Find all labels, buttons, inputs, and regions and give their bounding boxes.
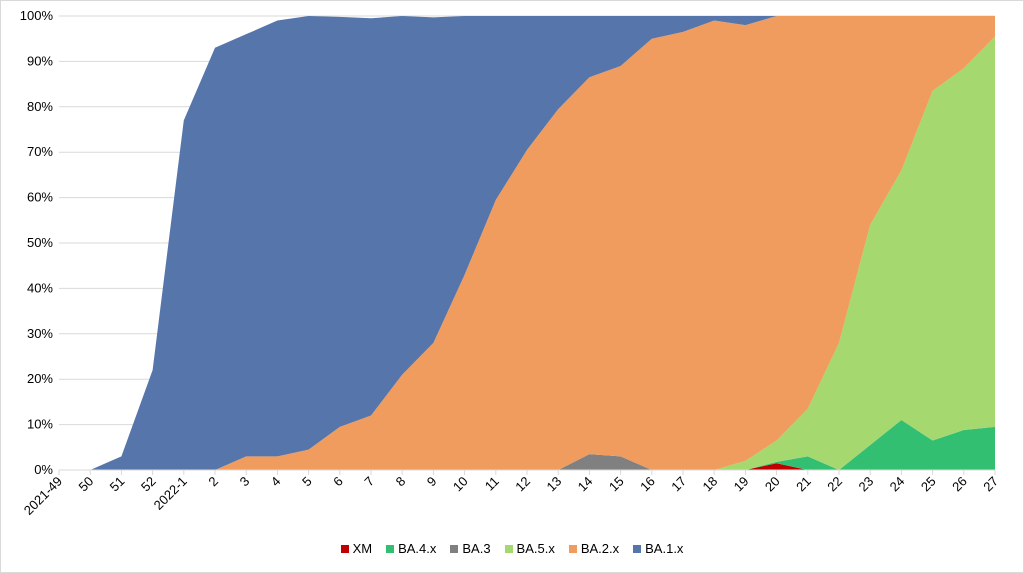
x-tick-label: 25 [918, 474, 939, 495]
x-tick-label: 12 [512, 474, 533, 495]
legend-item: BA.5.x [504, 541, 555, 556]
y-tick-label: 30% [27, 326, 53, 341]
x-tick-label: 14 [575, 474, 596, 495]
legend: XM BA.4.x BA.3 BA.5.x BA.2.x BA.1.x [0, 541, 1024, 556]
x-tick-label: 20 [762, 474, 783, 495]
legend-label: XM [352, 541, 373, 556]
x-tick-label: 24 [887, 474, 908, 495]
x-tick-label: 26 [949, 474, 970, 495]
x-tick-label: 52 [138, 474, 159, 495]
x-tick-label: 27 [980, 474, 1001, 495]
x-tick-label: 10 [450, 474, 471, 495]
legend-item: BA.4.x [386, 541, 436, 556]
y-tick-label: 0% [34, 462, 53, 477]
x-tick-label: 9 [424, 474, 440, 490]
y-tick-label: 20% [27, 371, 53, 386]
x-tick-label: 19 [731, 474, 752, 495]
area-ba-2-x [59, 16, 995, 470]
y-tick-label: 40% [27, 280, 53, 295]
y-tick-label: 10% [27, 417, 53, 432]
legend-item: BA.2.x [568, 541, 620, 556]
x-tick-label: 22 [824, 474, 845, 495]
y-tick-label: 70% [27, 144, 53, 159]
legend-swatch [386, 544, 395, 553]
x-tick-label: 6 [330, 474, 346, 490]
x-tick-label: 5 [299, 474, 315, 490]
x-tick-label: 13 [543, 474, 564, 495]
x-tick-label: 2021-49 [21, 474, 65, 518]
x-tick-label: 18 [699, 474, 720, 495]
x-tick-label: 8 [393, 474, 409, 490]
legend-label: BA.4.x [398, 541, 437, 556]
x-tick-label: 2 [205, 474, 221, 490]
area-ba-1-x [59, 16, 995, 470]
x-tick-label: 17 [668, 474, 689, 495]
legend-label: BA.1.x [645, 541, 684, 556]
x-tick-label: 21 [793, 474, 814, 495]
area-xm [59, 463, 995, 470]
x-tick-label: 2022-1 [151, 474, 190, 513]
legend-item: BA.3 [450, 541, 491, 556]
legend-label: BA.5.x [516, 541, 555, 556]
y-tick-label: 80% [27, 99, 53, 114]
y-tick-label: 100% [20, 8, 54, 23]
x-tick-label: 11 [482, 474, 502, 494]
x-tick-label: 51 [107, 474, 128, 495]
legend-swatch [340, 544, 349, 553]
legend-swatch [568, 544, 577, 553]
legend-label: BA.3 [462, 541, 491, 556]
x-tick-label: 50 [75, 474, 96, 495]
legend-swatch [633, 544, 642, 553]
legend-swatch [504, 544, 513, 553]
x-tick-label: 4 [268, 474, 284, 490]
area-ba-4-x [59, 420, 995, 470]
y-tick-label: 50% [27, 235, 53, 250]
x-tick-label: 7 [361, 474, 377, 490]
legend-swatch [450, 544, 459, 553]
legend-item: XM [340, 541, 373, 556]
x-tick-label: 15 [606, 474, 627, 495]
stacked-area-chart: 0% 10% 20% 30% 40% 50% 60% 70% 80% 90% 100% 2021-49… [20, 8, 1001, 518]
y-tick-label: 90% [27, 53, 53, 68]
legend-item: BA.1.x [633, 541, 683, 556]
x-tick-label: 16 [637, 474, 658, 495]
x-tick-label: 3 [237, 474, 253, 490]
legend-label: BA.2.x [580, 541, 620, 556]
y-tick-label: 60% [27, 190, 53, 205]
x-tick-label: 23 [855, 474, 876, 495]
